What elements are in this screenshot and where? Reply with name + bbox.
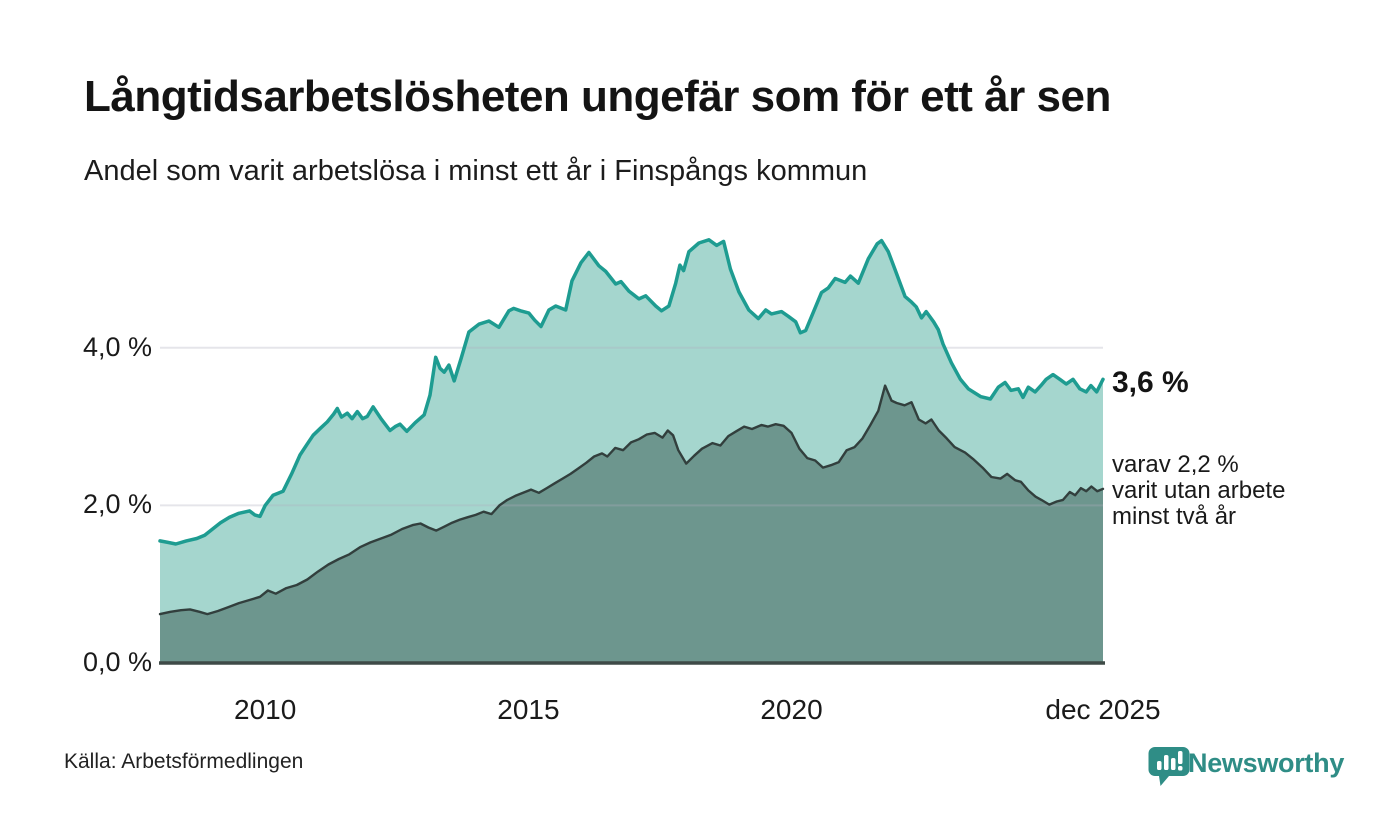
- chart-subtitle: Andel som varit arbetslösa i minst ett å…: [84, 155, 868, 187]
- source-credit: Källa: Arbetsförmedlingen: [64, 750, 304, 773]
- series-line-minst-ett-ar: [158, 238, 1105, 546]
- y-tick-label: 4,0 %: [82, 331, 152, 362]
- series-line-minst-tva-ar: [158, 384, 1105, 616]
- secondary-value-line: minst två år: [1112, 503, 1237, 530]
- speech-bubble-shape: [1148, 747, 1190, 786]
- area-fill-minst-tva-ar: [160, 385, 1103, 663]
- exclamation-dot: [1178, 766, 1183, 771]
- y-axis: 0,0 % 2,0 % 4,0 %: [0, 0, 152, 840]
- x-tick-label: 2015: [497, 694, 560, 725]
- bar-small: [1157, 761, 1162, 770]
- y-tick-label: 2,0 %: [82, 489, 152, 520]
- latest-value-label: 3,6 %: [1112, 366, 1189, 399]
- x-tick-label: 2010: [234, 694, 297, 725]
- exclamation-bar: [1178, 751, 1183, 764]
- newsworthy-logo-icon: [1148, 747, 1190, 786]
- x-tick-label: dec 2025: [1045, 694, 1161, 725]
- x-axis: 2010 2015 2020 dec 2025: [0, 694, 1400, 730]
- brand-name: Newsworthy: [1188, 748, 1345, 778]
- secondary-value-label: varav 2,2 % varit utan arbete minst två …: [1112, 452, 1285, 530]
- bar-tall: [1164, 755, 1169, 770]
- secondary-value-line: varav 2,2 %: [1112, 451, 1239, 478]
- page-title: Långtidsarbetslösheten ungefär som för e…: [84, 72, 1111, 121]
- x-tick-label: 2020: [760, 694, 823, 725]
- secondary-value-line: varit utan arbete: [1112, 477, 1286, 504]
- y-tick-label: 0,0 %: [82, 646, 152, 677]
- bar-medium: [1171, 758, 1176, 770]
- brand-logo: [1148, 744, 1194, 788]
